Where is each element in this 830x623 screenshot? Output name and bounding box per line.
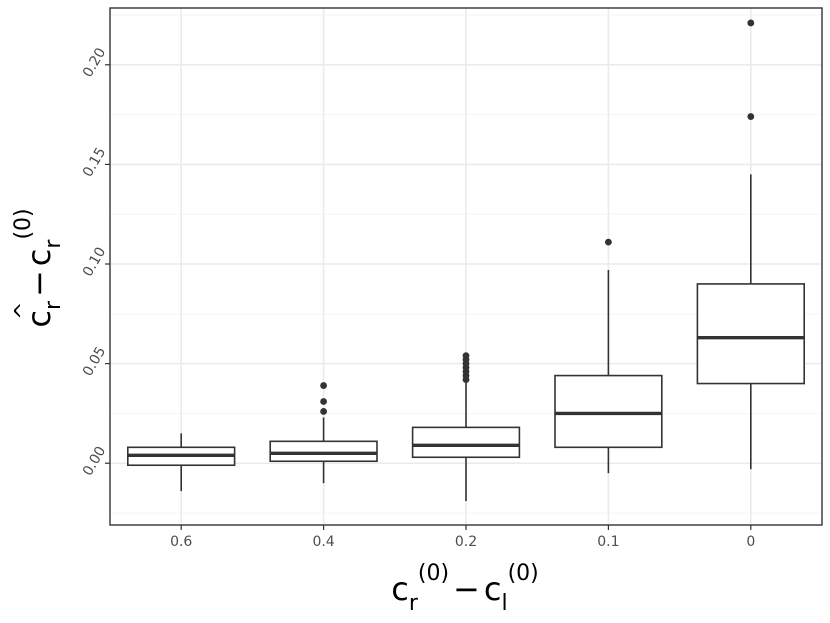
outlier-point	[320, 408, 327, 415]
x-axis-title: cr(0) − cl(0)	[391, 561, 539, 616]
y-tick-label: 0.15	[80, 145, 109, 180]
outlier-point	[747, 113, 755, 120]
outlier-point	[320, 382, 327, 389]
box-layer	[127, 19, 806, 502]
y-tick-label: 0.05	[80, 344, 109, 379]
box-0	[696, 19, 806, 470]
box-body	[269, 440, 378, 463]
x-tick-label: 0.4	[312, 534, 334, 550]
y-axis-title: cr−cr(0)	[11, 208, 66, 327]
y-axis-title-group: cr−cr(0) ^	[11, 208, 66, 327]
x-axis-title-minus: −	[453, 570, 480, 608]
y-tick-label: 0.20	[80, 45, 109, 80]
outlier-point	[462, 352, 470, 360]
x-tick-label: 0.2	[455, 534, 477, 550]
x-tick-label: 0.1	[597, 534, 619, 550]
x-axis-title-c-r: c	[391, 570, 409, 608]
outlier-point	[605, 238, 612, 246]
y-axis-title-sup-0: (0)	[11, 208, 36, 239]
x-axis-title-sup-l: (0)	[508, 561, 539, 586]
x-tick-label: 0.6	[170, 534, 192, 550]
y-tick-label: 0.10	[80, 245, 109, 280]
outlier-point	[747, 19, 755, 27]
y-axis-title-sub-r: r	[41, 300, 66, 310]
x-axis-title-sup-r: (0)	[418, 561, 449, 586]
y-axis-title-minus: −	[20, 270, 58, 297]
y-axis-title-c-hat: c	[20, 310, 58, 328]
x-tick-label: 0	[746, 534, 755, 550]
box-body	[696, 283, 806, 385]
box-0.1	[554, 238, 663, 474]
y-axis-title-c-r: c	[20, 249, 58, 267]
y-axis-title-sub-r2: r	[41, 239, 66, 249]
x-axis-title-sub-l: l	[501, 591, 507, 616]
x-axis-title-c-l: c	[484, 570, 502, 608]
x-axis-title-sub-r: r	[409, 591, 419, 616]
y-axis-title-hat: ^	[11, 302, 36, 320]
box-body	[411, 426, 521, 459]
y-tick-label: 0.00	[80, 444, 109, 479]
outlier-point	[320, 398, 327, 405]
box-0.2	[411, 352, 521, 502]
box-body	[554, 374, 663, 449]
box-0.4	[269, 382, 378, 484]
box-0.6	[127, 433, 236, 492]
